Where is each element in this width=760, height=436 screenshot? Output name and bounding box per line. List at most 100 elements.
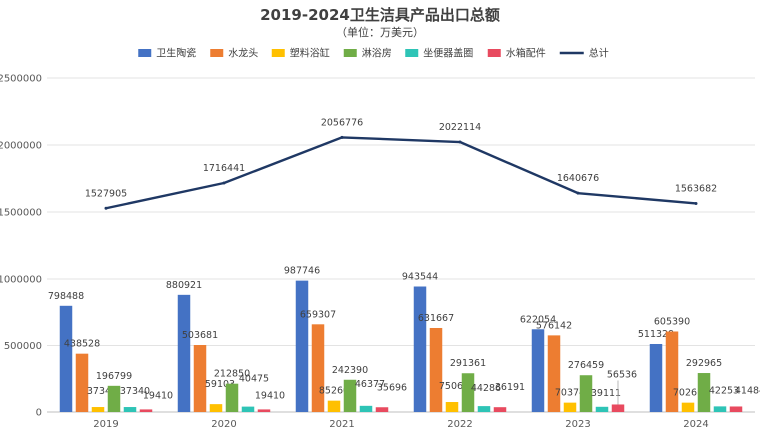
- legend-swatch: [271, 49, 285, 57]
- bar: [107, 385, 121, 412]
- x-tick-label: 2023: [565, 419, 590, 430]
- bar: [209, 404, 223, 412]
- bar: [477, 406, 491, 412]
- line-data-label: 2022114: [439, 122, 481, 133]
- legend-label: 总计: [589, 47, 609, 60]
- bar: [91, 407, 105, 412]
- x-tick-label: 2019: [93, 419, 118, 430]
- x-tick-label: 2024: [683, 419, 708, 430]
- y-tick-label: 2000000: [0, 141, 42, 152]
- bar: [75, 353, 89, 412]
- bar: [257, 409, 271, 412]
- bar: [461, 373, 475, 412]
- x-tick-label: 2020: [211, 419, 236, 430]
- bar: [563, 402, 577, 412]
- data-label: 511329: [638, 329, 674, 340]
- line-data-label: 1527905: [85, 188, 127, 199]
- data-label: 41484: [735, 385, 760, 396]
- data-label: 56536: [607, 369, 637, 380]
- line-data-label: 1640676: [557, 173, 599, 184]
- data-label: 503681: [182, 330, 218, 341]
- bar: [139, 409, 153, 412]
- data-label: 196799: [96, 371, 132, 382]
- bar: [429, 327, 443, 412]
- legend-label: 水箱配件: [506, 47, 546, 60]
- bar: [713, 406, 727, 412]
- data-label: 659307: [300, 309, 336, 320]
- data-label: 631667: [418, 313, 454, 324]
- bar: [445, 402, 459, 412]
- bar: [295, 280, 309, 412]
- bar: [665, 331, 679, 412]
- bar: [493, 407, 507, 412]
- data-label: 880921: [166, 280, 202, 291]
- data-label: 292965: [686, 358, 722, 369]
- y-tick-label: 2500000: [0, 74, 42, 85]
- bar: [177, 294, 191, 412]
- data-label: 943544: [402, 272, 438, 283]
- data-label: 987746: [284, 266, 320, 277]
- x-tick-label: 2022: [447, 419, 472, 430]
- bar: [649, 343, 663, 412]
- bar: [729, 406, 743, 412]
- line-point: [458, 140, 462, 144]
- line-point: [104, 206, 108, 210]
- bar: [343, 379, 357, 412]
- data-label: 70261: [673, 388, 703, 399]
- bar: [531, 329, 545, 412]
- bar: [225, 383, 239, 412]
- legend-label: 淋浴房: [362, 47, 392, 60]
- data-label: 212850: [214, 369, 250, 380]
- data-label: 438528: [64, 339, 100, 350]
- data-label: 19410: [143, 390, 173, 401]
- data-label: 46377: [355, 379, 385, 390]
- line-data-label: 2056776: [321, 117, 363, 128]
- bar: [375, 407, 389, 412]
- bar: [193, 345, 207, 412]
- line-point: [694, 201, 698, 205]
- line-point: [576, 191, 580, 195]
- bar: [59, 305, 73, 412]
- bar: [595, 406, 609, 412]
- bar: [327, 400, 341, 412]
- line-data-label: 1563682: [675, 183, 717, 194]
- legend-label: 水龙头: [228, 47, 258, 60]
- data-label: 85260: [319, 386, 349, 397]
- bar: [123, 407, 137, 412]
- bar: [697, 373, 711, 412]
- data-label: 291361: [450, 358, 486, 369]
- y-tick-label: 500000: [4, 341, 42, 352]
- data-label: 276459: [568, 360, 604, 371]
- y-tick-label: 0: [36, 408, 42, 419]
- legend-swatch: [487, 49, 501, 57]
- legend-label: 卫生陶瓷: [156, 47, 196, 60]
- data-label: 242390: [332, 365, 368, 376]
- legend-swatch: [138, 49, 152, 57]
- chart-title: 2019-2024卫生洁具产品出口总额: [260, 6, 500, 24]
- line-point: [340, 135, 344, 139]
- y-tick-label: 1500000: [0, 208, 42, 219]
- bar: [311, 324, 325, 412]
- data-label: 798488: [48, 291, 84, 302]
- data-label: 44286: [471, 383, 501, 394]
- legend-label: 塑料浴缸: [290, 47, 330, 60]
- data-label: 37340: [87, 386, 117, 397]
- bar: [611, 404, 625, 412]
- bar: [579, 375, 593, 412]
- line-point: [222, 181, 226, 185]
- total-line: [105, 136, 697, 210]
- legend-swatch: [210, 49, 224, 57]
- bar: [241, 406, 255, 412]
- y-tick-label: 1000000: [0, 275, 42, 286]
- data-label: 576142: [536, 320, 572, 331]
- data-label: 75066: [439, 381, 469, 392]
- data-label: 35696: [377, 382, 407, 393]
- data-label: 622054: [520, 314, 556, 325]
- bar: [359, 405, 373, 412]
- data-label: 605390: [654, 316, 690, 327]
- data-label: 37340: [120, 386, 150, 397]
- data-label: 59103: [205, 379, 235, 390]
- data-label: 39111: [591, 388, 621, 399]
- bar: [681, 402, 695, 412]
- chart-subtitle: （单位：万美元）: [336, 26, 424, 39]
